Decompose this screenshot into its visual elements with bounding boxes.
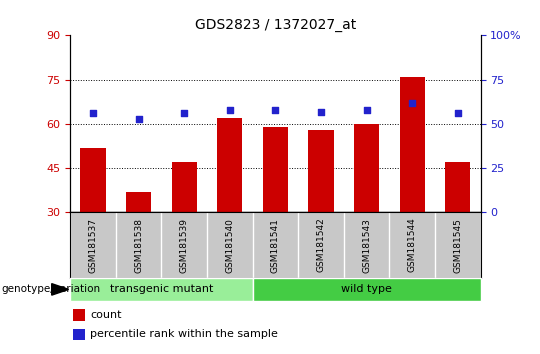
Text: GSM181541: GSM181541 bbox=[271, 218, 280, 273]
Text: count: count bbox=[90, 310, 122, 320]
Point bbox=[271, 107, 280, 113]
Text: GSM181538: GSM181538 bbox=[134, 218, 143, 273]
Bar bbox=[253, 278, 481, 301]
Text: GSM181544: GSM181544 bbox=[408, 218, 417, 272]
Point bbox=[454, 110, 462, 116]
Point bbox=[226, 107, 234, 113]
Bar bbox=[446, 162, 470, 212]
Text: percentile rank within the sample: percentile rank within the sample bbox=[90, 330, 278, 339]
Text: GSM181540: GSM181540 bbox=[225, 218, 234, 273]
Bar bbox=[172, 162, 197, 212]
Bar bbox=[80, 148, 105, 212]
Text: genotype/variation: genotype/variation bbox=[1, 284, 100, 295]
Bar bbox=[308, 130, 334, 212]
Bar bbox=[73, 329, 85, 340]
Text: GSM181542: GSM181542 bbox=[316, 218, 326, 272]
Title: GDS2823 / 1372027_at: GDS2823 / 1372027_at bbox=[195, 18, 356, 32]
Bar bbox=[400, 77, 425, 212]
Point bbox=[134, 116, 143, 121]
Point bbox=[180, 110, 188, 116]
Text: GSM181539: GSM181539 bbox=[180, 218, 188, 273]
Polygon shape bbox=[52, 284, 69, 295]
Text: wild type: wild type bbox=[341, 284, 392, 295]
Bar bbox=[263, 127, 288, 212]
Point bbox=[89, 110, 97, 116]
Bar bbox=[73, 309, 85, 321]
Bar bbox=[354, 124, 379, 212]
Point bbox=[316, 109, 325, 114]
Point bbox=[362, 107, 371, 113]
Text: GSM181543: GSM181543 bbox=[362, 218, 371, 273]
Text: transgenic mutant: transgenic mutant bbox=[110, 284, 213, 295]
Bar bbox=[217, 118, 242, 212]
Text: GSM181537: GSM181537 bbox=[89, 218, 98, 273]
Text: GSM181545: GSM181545 bbox=[453, 218, 462, 273]
Bar bbox=[126, 192, 151, 212]
Bar bbox=[70, 278, 253, 301]
Point bbox=[408, 100, 416, 105]
